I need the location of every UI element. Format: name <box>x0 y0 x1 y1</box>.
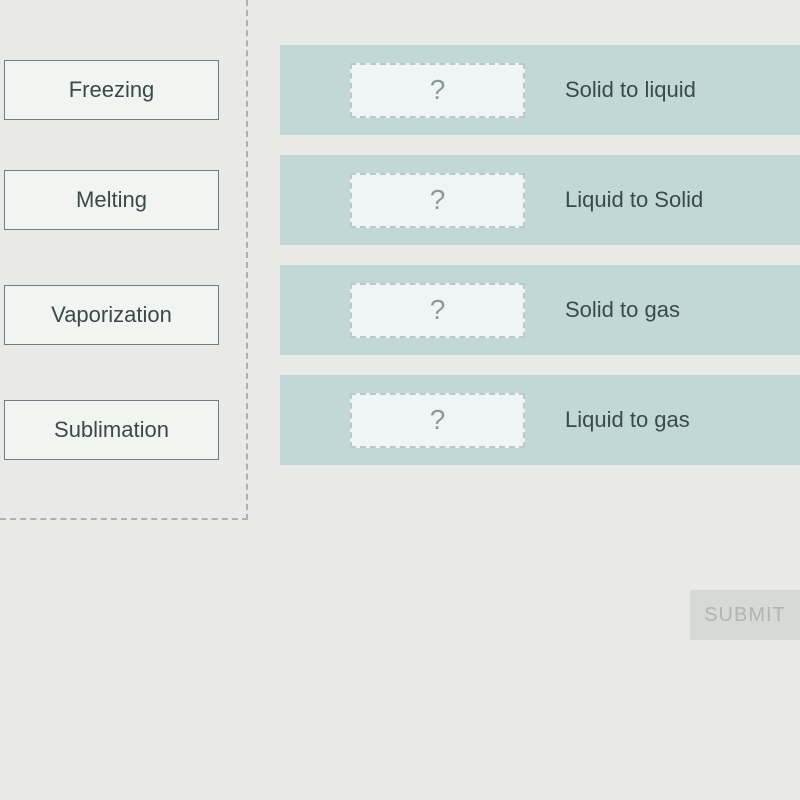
drag-item-sublimation[interactable]: Sublimation <box>4 400 219 460</box>
target-label: Liquid to gas <box>565 407 690 433</box>
drop-slot[interactable]: ? <box>350 393 525 448</box>
drag-item-freezing[interactable]: Freezing <box>4 60 219 120</box>
drag-item-vaporization[interactable]: Vaporization <box>4 285 219 345</box>
drag-item-label: Melting <box>76 187 147 213</box>
drag-item-label: Vaporization <box>51 302 172 328</box>
target-row: ? Liquid to gas <box>280 375 800 465</box>
submit-button[interactable]: SUBMIT <box>690 590 800 640</box>
drop-placeholder-icon: ? <box>430 294 446 326</box>
target-label: Solid to liquid <box>565 77 696 103</box>
target-label: Solid to gas <box>565 297 680 323</box>
matching-exercise: Freezing Melting Vaporization Sublimatio… <box>0 0 800 800</box>
drop-slot[interactable]: ? <box>350 63 525 118</box>
target-label: Liquid to Solid <box>565 187 703 213</box>
drag-item-label: Freezing <box>69 77 155 103</box>
target-row: ? Solid to liquid <box>280 45 800 135</box>
drop-placeholder-icon: ? <box>430 184 446 216</box>
drop-placeholder-icon: ? <box>430 74 446 106</box>
drop-placeholder-icon: ? <box>430 404 446 436</box>
drag-item-melting[interactable]: Melting <box>4 170 219 230</box>
target-row: ? Solid to gas <box>280 265 800 355</box>
drag-item-label: Sublimation <box>54 417 169 443</box>
drop-slot[interactable]: ? <box>350 173 525 228</box>
submit-label: SUBMIT <box>704 604 786 627</box>
drop-slot[interactable]: ? <box>350 283 525 338</box>
target-row: ? Liquid to Solid <box>280 155 800 245</box>
